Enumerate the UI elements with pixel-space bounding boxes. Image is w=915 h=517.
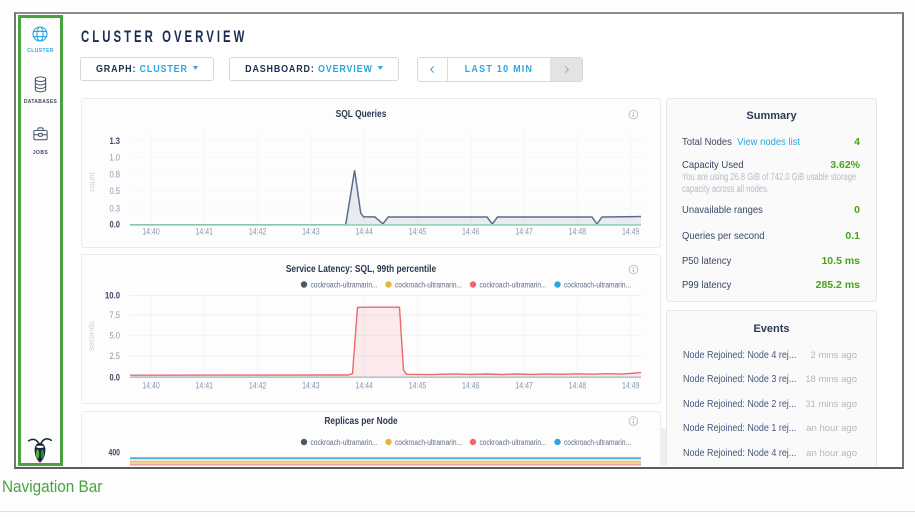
svg-text:14:47: 14:47 xyxy=(515,227,533,237)
svg-text:1.0: 1.0 xyxy=(110,153,121,163)
svg-text:14:47: 14:47 xyxy=(515,380,533,390)
svg-text:14:40: 14:40 xyxy=(142,380,160,390)
svg-text:14:41: 14:41 xyxy=(196,380,214,390)
svg-text:14:41: 14:41 xyxy=(196,227,214,237)
svg-text:14:44: 14:44 xyxy=(355,227,373,237)
svg-text:0.0: 0.0 xyxy=(110,373,121,383)
svg-text:0.8: 0.8 xyxy=(110,170,121,180)
svg-text:14:42: 14:42 xyxy=(249,380,267,390)
svg-text:0.5: 0.5 xyxy=(110,186,121,196)
svg-text:14:48: 14:48 xyxy=(569,380,587,390)
svg-text:cockroach-ultramarin...: cockroach-ultramarin... xyxy=(564,438,631,447)
svg-text:14:49: 14:49 xyxy=(622,227,640,237)
svg-text:14:43: 14:43 xyxy=(302,380,320,390)
svg-text:2.5: 2.5 xyxy=(110,351,121,361)
svg-text:cockroach-ultramarin...: cockroach-ultramarin... xyxy=(564,281,631,290)
svg-text:14:48: 14:48 xyxy=(569,227,587,237)
svg-text:cockroach-ultramarin...: cockroach-ultramarin... xyxy=(395,281,462,290)
svg-text:14:49: 14:49 xyxy=(622,380,640,390)
svg-text:14:46: 14:46 xyxy=(462,227,480,237)
svg-text:14:45: 14:45 xyxy=(409,380,427,390)
svg-text:7.5: 7.5 xyxy=(110,310,121,320)
svg-text:seconds: seconds xyxy=(87,321,96,351)
svg-text:10.0: 10.0 xyxy=(105,291,120,301)
svg-text:cockroach-ultramarin...: cockroach-ultramarin... xyxy=(480,281,547,290)
svg-text:0.0: 0.0 xyxy=(110,220,121,230)
svg-text:0.3: 0.3 xyxy=(110,204,121,214)
svg-text:14:44: 14:44 xyxy=(355,380,373,390)
svg-text:14:42: 14:42 xyxy=(249,227,267,237)
svg-text:cockroach-ultramarin...: cockroach-ultramarin... xyxy=(311,438,378,447)
svg-text:cockroach-ultramarin...: cockroach-ultramarin... xyxy=(395,438,462,447)
svg-text:cockroach-ultramarin...: cockroach-ultramarin... xyxy=(480,438,547,447)
svg-text:14:46: 14:46 xyxy=(462,380,480,390)
svg-text:14:43: 14:43 xyxy=(302,227,320,237)
svg-text:cockroach-ultramarin...: cockroach-ultramarin... xyxy=(311,281,378,290)
svg-text:14:40: 14:40 xyxy=(142,227,160,237)
svg-text:count: count xyxy=(88,171,97,191)
svg-text:5.0: 5.0 xyxy=(110,330,121,340)
svg-text:14:45: 14:45 xyxy=(409,227,427,237)
svg-text:1.3: 1.3 xyxy=(110,136,121,146)
svg-text:400: 400 xyxy=(109,448,121,458)
